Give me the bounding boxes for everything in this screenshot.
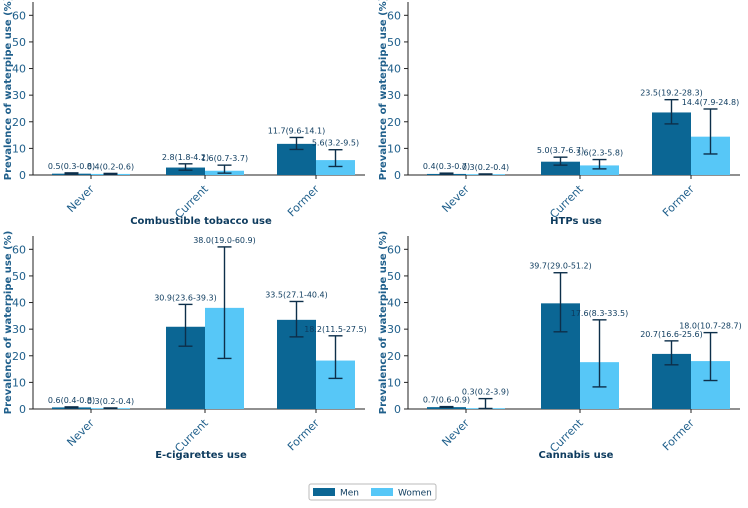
data-label-men-current: 2.8(1.8-4.2) <box>162 153 209 162</box>
x-tick-label-former: Former <box>660 182 697 219</box>
y-tick-label: 0 <box>394 169 401 182</box>
data-label-men-former: 23.5(19.2-28.3) <box>640 89 703 98</box>
data-label-women-current: 1.6(0.7-3.7) <box>201 154 248 163</box>
y-tick-label: 10 <box>387 376 401 389</box>
y-tick-label: 20 <box>387 116 401 129</box>
y-tick-label: 50 <box>387 270 401 283</box>
x-tick-label-never: Never <box>439 182 472 215</box>
legend-label-women: Women <box>398 489 432 499</box>
x-axis-label: Combustible tobacco use <box>130 216 272 227</box>
y-axis-label: Prevalence of waterpipe use (%) <box>3 0 14 180</box>
x-tick-label-never: Never <box>439 416 472 449</box>
legend: Men Women <box>308 483 437 501</box>
data-label-men-former: 11.7(9.6-14.1) <box>268 126 325 135</box>
data-label-women-never: 0.4(0.2-0.6) <box>87 162 134 171</box>
x-axis-label: Cannabis use <box>539 450 614 461</box>
y-tick-label: 0 <box>19 403 26 416</box>
legend-swatch-women <box>371 488 393 496</box>
data-label-men-former: 33.5(27.1-40.4) <box>265 290 328 299</box>
data-label-men-current: 30.9(23.6-39.3) <box>154 293 217 302</box>
bar-men-current <box>541 161 580 175</box>
y-tick-label: 30 <box>387 323 401 336</box>
legend-label-men: Men <box>340 489 359 499</box>
y-tick-label: 20 <box>387 350 401 363</box>
x-tick-label-former: Former <box>660 416 697 453</box>
bar-women-former <box>316 160 355 175</box>
y-axis-label: Prevalence of waterpipe use (%) <box>3 231 14 415</box>
data-label-men-never: 0.7(0.6-0.9) <box>423 396 470 405</box>
data-label-women-current: 3.6(2.3-5.8) <box>576 149 623 158</box>
y-tick-label: 60 <box>387 9 401 22</box>
y-tick-label: 40 <box>387 63 401 76</box>
bar-men-current <box>166 167 205 175</box>
data-label-women-never: 0.3(0.2-3.9) <box>462 388 509 397</box>
y-tick-label: 20 <box>12 116 26 129</box>
y-tick-label: 60 <box>12 243 26 256</box>
data-label-men-current: 5.0(3.7-6.7) <box>537 146 584 155</box>
y-tick-label: 40 <box>12 297 26 310</box>
y-tick-label: 30 <box>12 89 26 102</box>
y-axis-label: Prevalence of waterpipe use (%) <box>378 231 389 415</box>
data-label-women-former: 18.2(11.5-27.5) <box>304 325 367 334</box>
data-label-women-former: 14.4(7.9-24.8) <box>682 98 739 107</box>
y-tick-label: 50 <box>387 36 401 49</box>
y-tick-label: 50 <box>12 36 26 49</box>
y-tick-label: 0 <box>19 169 26 182</box>
x-tick-label-never: Never <box>64 182 97 215</box>
y-tick-label: 60 <box>12 9 26 22</box>
y-tick-label: 10 <box>12 376 26 389</box>
y-tick-label: 40 <box>12 63 26 76</box>
data-label-men-current: 39.7(29.0-51.2) <box>529 262 592 271</box>
data-label-women-former: 5.6(3.2-9.5) <box>312 139 359 148</box>
y-axis-label: Prevalence of waterpipe use (%) <box>378 0 389 180</box>
y-tick-label: 60 <box>387 243 401 256</box>
x-axis-label: E-cigarettes use <box>155 450 247 461</box>
data-label-women-never: 0.3(0.2-0.4) <box>87 397 134 406</box>
x-tick-label-former: Former <box>285 416 322 453</box>
data-label-women-never: 0.3(0.2-0.4) <box>462 163 509 172</box>
data-label-men-never: 0.6(0.4-0.8) <box>48 396 95 405</box>
x-tick-label-former: Former <box>285 182 322 219</box>
data-label-women-former: 18.0(10.7-28.7) <box>679 322 742 331</box>
y-tick-label: 0 <box>394 403 401 416</box>
y-tick-label: 30 <box>12 323 26 336</box>
data-label-women-current: 38.0(19.0-60.9) <box>193 236 256 245</box>
data-label-women-current: 17.6(8.3-33.5) <box>571 309 628 318</box>
x-tick-label-never: Never <box>64 416 97 449</box>
y-tick-label: 10 <box>387 142 401 155</box>
x-axis-label: HTPs use <box>550 216 602 227</box>
bar-women-current <box>580 165 619 175</box>
y-tick-label: 30 <box>387 89 401 102</box>
y-tick-label: 50 <box>12 270 26 283</box>
y-tick-label: 40 <box>387 297 401 310</box>
data-label-men-never: 0.4(0.3-0.7) <box>423 162 470 171</box>
data-label-men-never: 0.5(0.3-0.8) <box>48 162 95 171</box>
data-label-men-former: 20.7(16.6-25.6) <box>640 330 703 339</box>
legend-swatch-men <box>313 488 335 496</box>
y-tick-label: 20 <box>12 350 26 363</box>
y-tick-label: 10 <box>12 142 26 155</box>
